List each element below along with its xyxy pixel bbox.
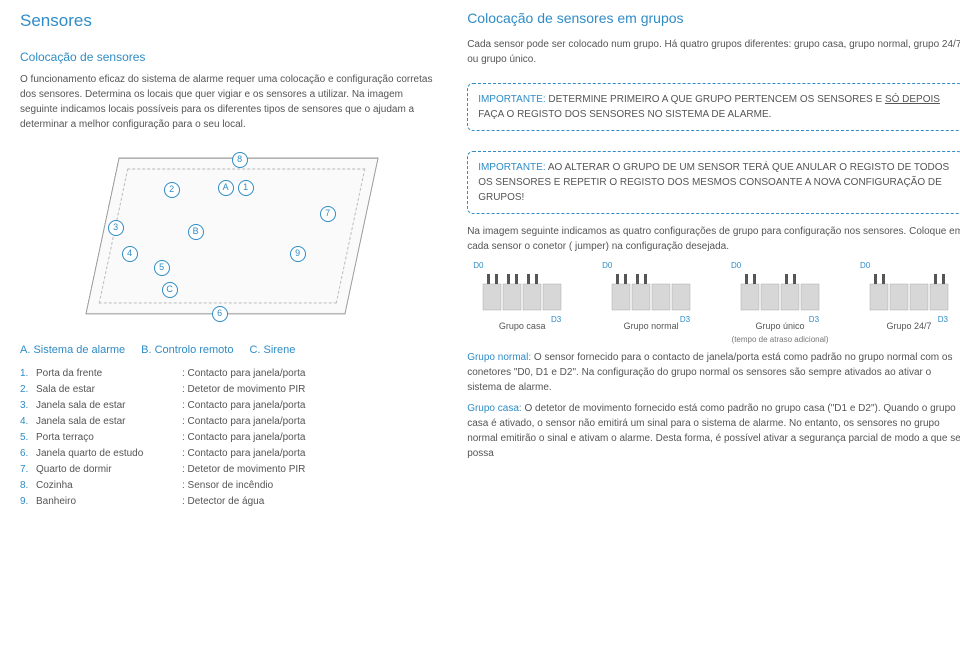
d0-label: D0: [473, 260, 483, 272]
marker-9: 9: [290, 246, 306, 262]
grupo-casa-desc: Grupo casa: O detetor de movimento forne…: [467, 401, 960, 461]
legend-a: A. Sistema de alarme: [20, 342, 125, 359]
d0-label: D0: [731, 260, 741, 272]
callout-kw: IMPORTANTE:: [478, 162, 545, 173]
d3-label: D3: [680, 314, 690, 326]
marker-2: 2: [164, 182, 180, 198]
list-item: 8.Cozinha: Sensor de incêndio: [20, 478, 443, 493]
jumper-icon: [735, 270, 825, 316]
callout-important-2: IMPORTANTE: AO ALTERAR O GRUPO DE UM SEN…: [467, 151, 960, 214]
marker-6: 6: [212, 306, 228, 322]
callout-kw: IMPORTANTE:: [478, 94, 545, 105]
marker-5: 5: [154, 260, 170, 276]
grupo-normal-desc: Grupo normal: O sensor fornecido para o …: [467, 350, 960, 395]
jumper-grupo-normal: D0 D3 Grupo normal: [596, 270, 706, 346]
marker-1: 1: [238, 180, 254, 196]
intro-paragraph: O funcionamento eficaz do sistema de ala…: [20, 72, 443, 132]
marker-8: 8: [232, 152, 248, 168]
jumper-icon: [864, 270, 954, 316]
legend-c: C. Sirene: [249, 342, 295, 359]
marker-7: 7: [320, 206, 336, 222]
marker-b: B: [188, 224, 204, 240]
list-item: 7.Quarto de dormir: Detetor de movimento…: [20, 462, 443, 477]
right-column: Colocação de sensores em grupos Cada sen…: [467, 8, 960, 648]
abc-legend: A. Sistema de alarme B. Controlo remoto …: [20, 342, 443, 359]
d0-label: D0: [860, 260, 870, 272]
list-item: 2.Sala de estar: Detetor de movimento PI…: [20, 382, 443, 397]
legend-b: B. Controlo remoto: [141, 342, 233, 359]
list-item: 6.Janela quarto de estudo: Contacto para…: [20, 446, 443, 461]
jumper-grupo-247: D0 D3 Grupo 24/7: [854, 270, 960, 346]
floorplan-diagram: 8 1 A 2 3 4 5 6 7 9 B C: [92, 146, 372, 326]
jumper-intro: Na imagem seguinte indicamos as quatro c…: [467, 224, 960, 254]
sensor-list: 1.Porta da frente: Contacto para janela/…: [20, 366, 443, 510]
marker-4: 4: [122, 246, 138, 262]
jumper-grupo-unico: D0 D3 Grupo único (tempo de atraso adici…: [725, 270, 835, 346]
jumper-diagrams: D0 D3 Grupo casa D0 D3: [467, 270, 960, 346]
d0-label: D0: [602, 260, 612, 272]
marker-3: 3: [108, 220, 124, 236]
list-item: 1.Porta da frente: Contacto para janela/…: [20, 366, 443, 381]
left-column: Sensores Colocação de sensores O funcion…: [20, 8, 443, 648]
jumper-icon: [606, 270, 696, 316]
jumper-grupo-casa: D0 D3 Grupo casa: [467, 270, 577, 346]
list-item: 3.Janela sala de estar: Contacto para ja…: [20, 398, 443, 413]
marker-a: A: [218, 180, 234, 196]
marker-c: C: [162, 282, 178, 298]
list-item: 9.Banheiro: Detector de água: [20, 494, 443, 509]
d3-label: D3: [551, 314, 561, 326]
callout-important-1: IMPORTANTE: DETERMINE PRIMEIRO A QUE GRU…: [467, 83, 960, 131]
groups-intro: Cada sensor pode ser colocado num grupo.…: [467, 37, 960, 67]
d3-label: D3: [938, 314, 948, 326]
d3-label: D3: [809, 314, 819, 326]
title-sensores: Sensores: [20, 8, 443, 34]
subtitle-colocacao: Colocação de sensores: [20, 48, 443, 66]
title-grupos: Colocação de sensores em grupos: [467, 8, 960, 29]
list-item: 4.Janela sala de estar: Contacto para ja…: [20, 414, 443, 429]
list-item: 5.Porta terraço: Contacto para janela/po…: [20, 430, 443, 445]
jumper-icon: [477, 270, 567, 316]
